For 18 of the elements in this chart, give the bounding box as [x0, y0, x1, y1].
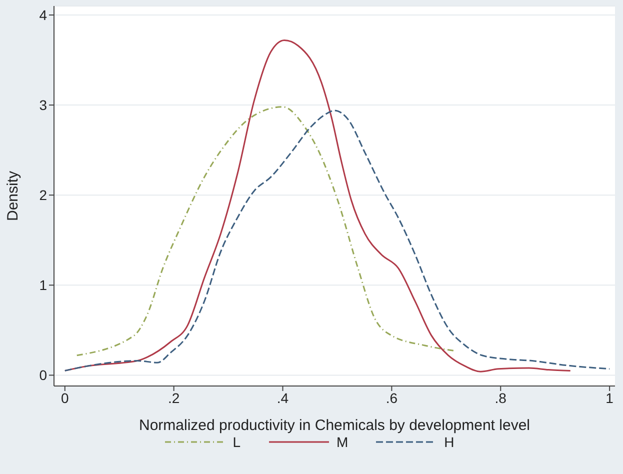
y-tick-label: 3 — [39, 97, 48, 114]
y-tick-label: 1 — [39, 277, 48, 294]
x-tick-label: .8 — [494, 390, 507, 406]
x-axis-title: Normalized productivity in Chemicals by development level — [138, 417, 530, 434]
x-tick-label: .4 — [276, 390, 289, 406]
legend-label: M — [336, 434, 348, 450]
x-tick-label: .2 — [168, 390, 180, 406]
x-tick-label: 0 — [60, 390, 69, 406]
y-tick-label: 0 — [39, 367, 48, 384]
x-tick-label: 1 — [606, 390, 614, 406]
line-series — [64, 110, 610, 372]
line-series — [76, 106, 456, 356]
y-tick-label: 4 — [39, 6, 48, 23]
y-tick-label: 2 — [39, 187, 48, 204]
legend-label: H — [444, 434, 454, 450]
x-tick-label: .6 — [386, 390, 398, 406]
legend-label: L — [232, 434, 240, 450]
y-axis-title: Density — [4, 170, 22, 222]
